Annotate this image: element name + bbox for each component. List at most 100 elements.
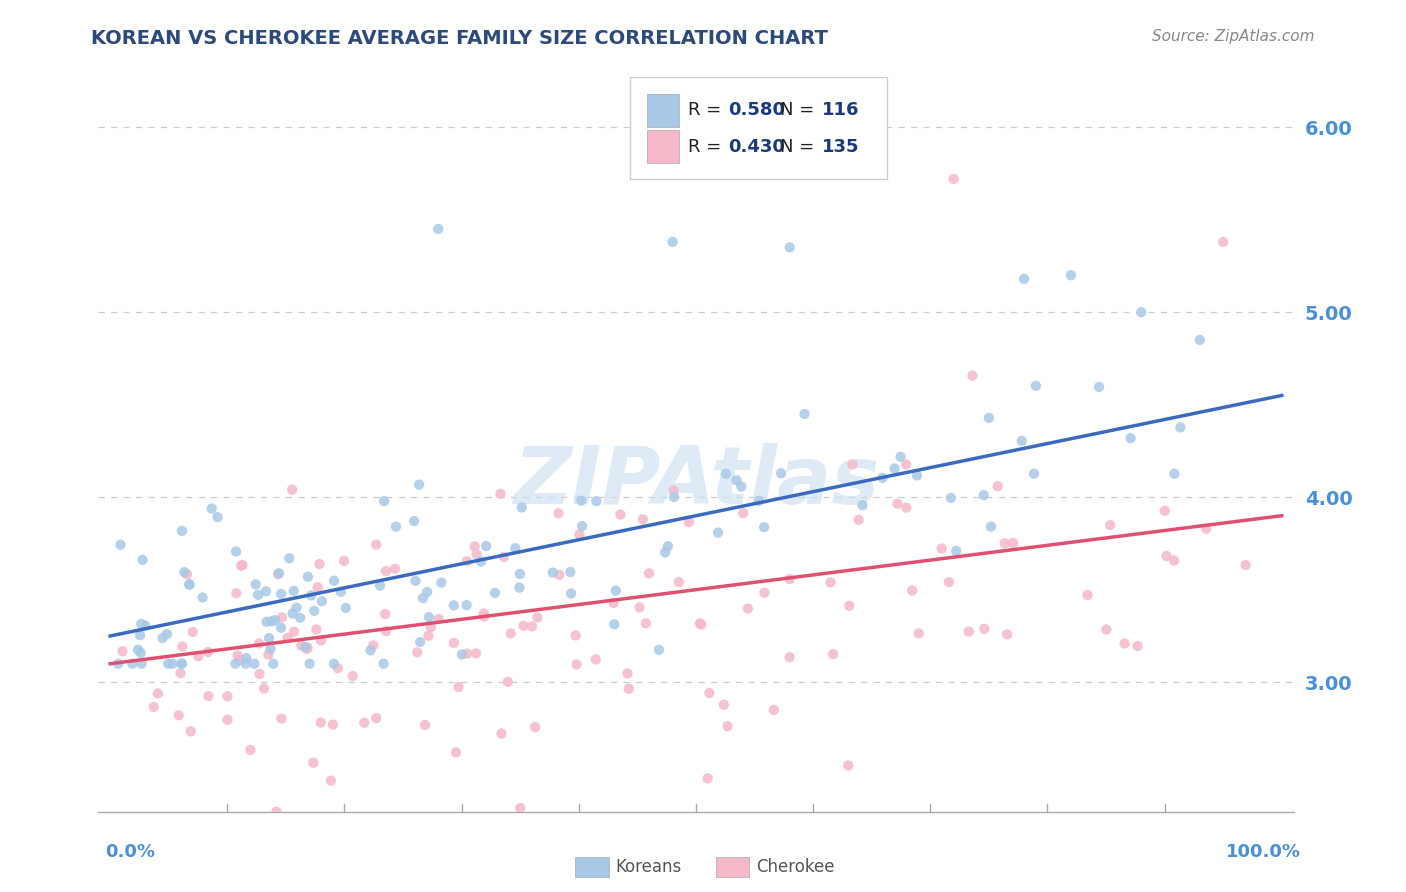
- Point: [1153, 504, 1175, 518]
- Point: [472, 609, 495, 624]
- Point: [1060, 268, 1083, 283]
- FancyBboxPatch shape: [630, 78, 887, 178]
- Point: [228, 653, 250, 667]
- Point: [368, 579, 391, 593]
- Point: [820, 575, 842, 590]
- Point: [654, 545, 676, 559]
- Point: [169, 666, 191, 681]
- FancyBboxPatch shape: [647, 94, 679, 127]
- Text: 116: 116: [821, 101, 859, 119]
- Point: [176, 567, 198, 582]
- Point: [512, 619, 534, 633]
- Point: [385, 519, 408, 533]
- Point: [678, 515, 700, 529]
- Point: [302, 756, 325, 770]
- Point: [987, 479, 1010, 493]
- Point: [1012, 272, 1035, 286]
- Point: [841, 458, 863, 472]
- Point: [231, 558, 253, 573]
- Point: [406, 645, 429, 659]
- Point: [172, 640, 194, 654]
- Point: [560, 565, 582, 579]
- Point: [605, 583, 627, 598]
- Point: [129, 616, 152, 631]
- FancyBboxPatch shape: [647, 130, 679, 163]
- Point: [1156, 549, 1178, 563]
- Point: [838, 599, 860, 613]
- Point: [569, 493, 592, 508]
- Point: [568, 527, 591, 541]
- Text: Cherokee: Cherokee: [756, 858, 835, 876]
- Point: [472, 607, 495, 621]
- Point: [142, 700, 165, 714]
- Point: [1002, 536, 1025, 550]
- Point: [1114, 636, 1136, 650]
- Point: [638, 566, 661, 581]
- Text: R =: R =: [688, 101, 727, 119]
- Point: [408, 477, 430, 491]
- Point: [409, 635, 432, 649]
- Point: [443, 636, 465, 650]
- Point: [129, 646, 152, 660]
- Point: [931, 541, 953, 556]
- Point: [905, 468, 928, 483]
- Point: [823, 647, 845, 661]
- Point: [896, 458, 918, 472]
- Text: KOREAN VS CHEROKEE AVERAGE FAMILY SIZE CORRELATION CHART: KOREAN VS CHEROKEE AVERAGE FAMILY SIZE C…: [91, 29, 828, 47]
- Point: [297, 570, 319, 584]
- Point: [225, 586, 247, 600]
- Point: [456, 554, 478, 568]
- Point: [225, 544, 247, 558]
- Point: [413, 718, 436, 732]
- Point: [585, 494, 607, 508]
- Point: [699, 686, 721, 700]
- Point: [509, 801, 531, 815]
- Point: [146, 686, 169, 700]
- Point: [262, 657, 284, 671]
- Point: [304, 604, 326, 618]
- Point: [430, 575, 453, 590]
- Point: [938, 575, 960, 590]
- Point: [342, 669, 364, 683]
- Point: [886, 497, 908, 511]
- Point: [283, 624, 305, 639]
- Point: [235, 651, 257, 665]
- Point: [564, 628, 586, 642]
- Point: [560, 586, 582, 600]
- Point: [707, 525, 730, 540]
- Point: [281, 607, 304, 621]
- Point: [249, 667, 271, 681]
- Point: [207, 510, 229, 524]
- Point: [848, 513, 870, 527]
- Point: [628, 600, 651, 615]
- Point: [373, 657, 395, 671]
- Point: [167, 708, 190, 723]
- Point: [872, 471, 894, 485]
- Point: [889, 450, 911, 464]
- Point: [939, 491, 962, 505]
- Point: [270, 712, 292, 726]
- Point: [170, 524, 193, 538]
- Point: [973, 488, 995, 502]
- Point: [335, 601, 357, 615]
- Point: [322, 657, 344, 671]
- Point: [111, 644, 134, 658]
- Point: [602, 596, 624, 610]
- Point: [416, 585, 439, 599]
- Point: [308, 557, 330, 571]
- Point: [499, 626, 522, 640]
- Point: [851, 498, 873, 512]
- Point: [297, 640, 319, 655]
- Point: [1076, 588, 1098, 602]
- Point: [197, 689, 219, 703]
- Point: [131, 553, 153, 567]
- Point: [1234, 558, 1257, 573]
- Point: [156, 627, 179, 641]
- Point: [631, 512, 654, 526]
- Point: [412, 591, 434, 606]
- Point: [131, 657, 153, 671]
- Point: [733, 506, 755, 520]
- Point: [470, 555, 492, 569]
- Point: [375, 564, 398, 578]
- Point: [384, 562, 406, 576]
